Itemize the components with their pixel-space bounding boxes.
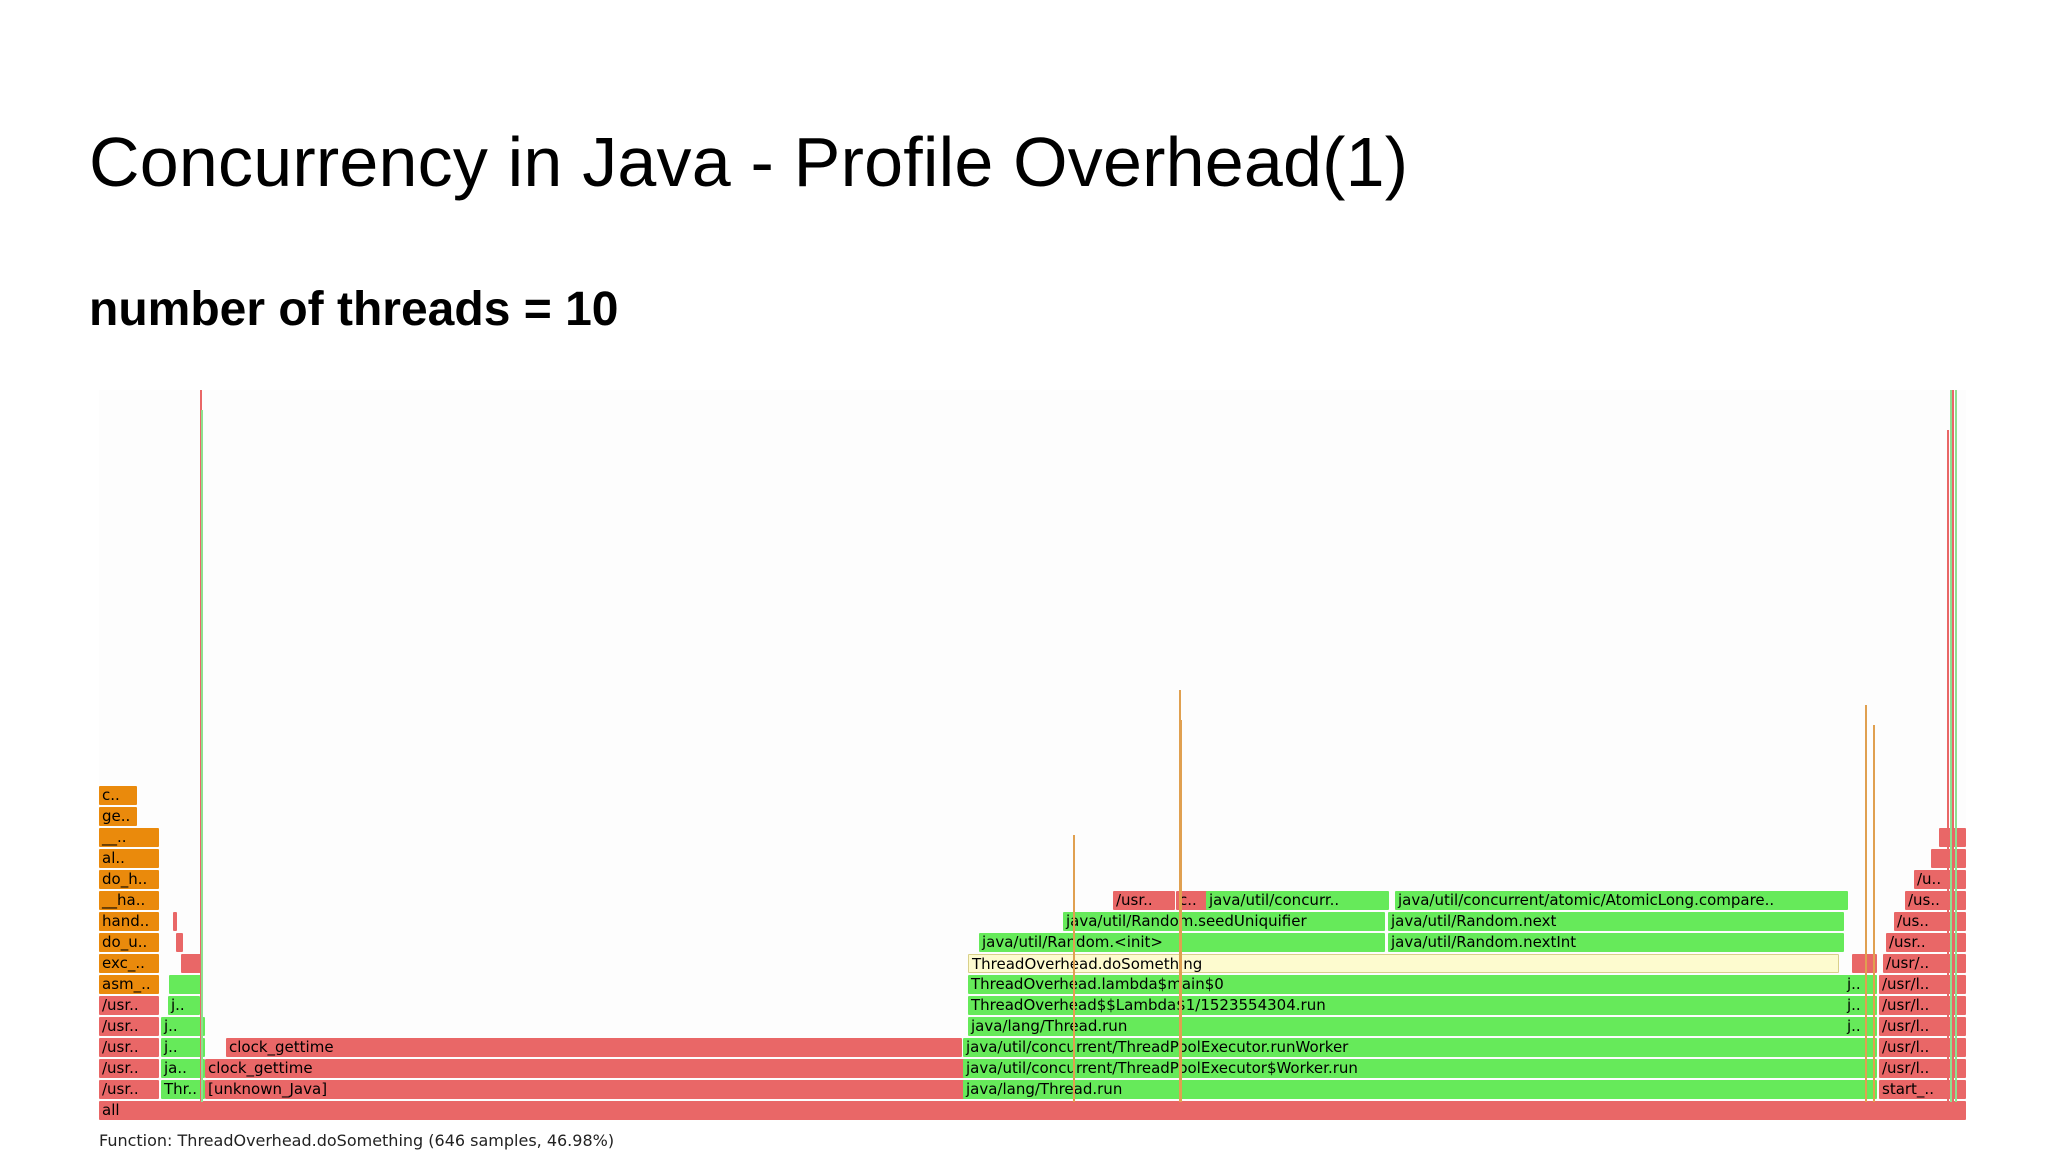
flame-frame[interactable]: ThreadOverhead.doSomething [968,954,1839,973]
flame-frame[interactable]: clock_gettime [226,1038,962,1057]
flame-frame[interactable]: asm_.. [99,975,159,994]
flame-frame[interactable]: al.. [99,849,159,868]
flame-frame[interactable]: ja.. [161,1059,205,1078]
flame-frame[interactable]: /usr/l.. [1879,1017,1966,1036]
flame-frame[interactable]: java/util/concurr.. [1206,891,1389,910]
flame-frame[interactable]: java/util/Random.nextInt [1388,933,1844,952]
flame-frame[interactable]: start_.. [1879,1080,1966,1099]
flame-frame[interactable]: [unknown_Java] [205,1080,1062,1099]
flame-graph[interactable]: all/usr.. /usr.. /usr.. /usr.. /usr.. asm_.. e… [99,390,1966,1120]
flame-frame[interactable] [169,975,201,994]
flame-frame[interactable]: java/util/Random.<init> [979,933,1385,952]
flame-frame[interactable]: j.. [1844,975,1877,994]
flame-frame[interactable]: java/util/Random.next [1388,912,1844,931]
flame-frame[interactable]: j.. [1844,996,1877,1015]
flame-frame[interactable]: j.. [161,1017,205,1036]
slide-title: Concurrency in Java - Profile Overhead(1… [89,123,1409,201]
flame-frame[interactable]: clock_gettime [205,1059,1062,1078]
flame-frame[interactable]: do_h.. [99,870,159,889]
flame-frame[interactable] [173,912,177,931]
flame-frame[interactable]: /usr.. [1886,933,1966,952]
flame-frame[interactable]: /u.. [1914,870,1966,889]
flame-frame[interactable]: hand.. [99,912,159,931]
flame-spike[interactable] [1865,705,1867,1102]
flame-frame[interactable]: /usr.. [99,996,159,1015]
flame-frame[interactable] [1852,954,1877,973]
flame-frame[interactable] [181,954,201,973]
flame-spike[interactable] [201,410,203,1102]
flame-frame[interactable]: j.. [168,996,200,1015]
flame-frame[interactable]: /usr.. [1113,891,1175,910]
flame-spike[interactable] [1950,390,1952,1102]
flame-frame[interactable]: java/util/Random.seedUniquifier [1063,912,1385,931]
flame-frame[interactable]: all [99,1101,1966,1120]
flame-frame[interactable]: /usr/l.. [1879,1059,1966,1078]
flame-spike[interactable] [1873,725,1875,1102]
flame-frame[interactable]: __ha.. [99,891,159,910]
flame-frame[interactable]: /usr/l.. [1879,996,1966,1015]
flame-frame[interactable]: Thr.. [161,1080,205,1099]
flame-graph-status: Function: ThreadOverhead.doSomething (64… [99,1131,615,1150]
flame-frame[interactable]: /usr.. [99,1080,159,1099]
flame-frame[interactable]: /usr.. [99,1059,159,1078]
flame-spike[interactable] [1947,430,1949,1102]
flame-frame[interactable]: /usr/l.. [1879,975,1966,994]
flame-spike[interactable] [1180,720,1182,1102]
flame-frame[interactable]: exc_.. [99,954,159,973]
flame-frame[interactable]: java/util/concurrent/ThreadPoolExecutor.… [963,1038,1877,1057]
flame-frame[interactable]: /usr/.. [1883,954,1966,973]
flame-frame[interactable]: java/util/concurrent/atomic/AtomicLong.c… [1395,891,1848,910]
flame-frame[interactable]: java/lang/Thread.run [963,1080,1877,1099]
flame-frame[interactable]: j.. [161,1038,205,1057]
flame-frame[interactable]: j.. [1844,1017,1877,1036]
flame-frame[interactable]: java/lang/Thread.run [968,1017,1877,1036]
flame-frame[interactable]: ge.. [99,807,137,826]
slide-subtitle: number of threads = 10 [89,283,619,336]
flame-frame[interactable]: ThreadOverhead.lambda$main$0 [968,975,1877,994]
flame-frame[interactable]: ThreadOverhead$$Lambda$1/1523554304.run [968,996,1877,1015]
flame-frame[interactable]: java/util/concurrent/ThreadPoolExecutor$… [963,1059,1877,1078]
flame-frame[interactable]: do_u.. [99,933,159,952]
flame-frame[interactable]: c.. [99,786,137,805]
flame-frame[interactable]: __.. [99,828,159,847]
flame-frame[interactable]: /usr.. [99,1017,159,1036]
flame-frame[interactable]: /usr.. [99,1038,159,1057]
flame-spike[interactable] [1073,835,1075,1102]
flame-spike[interactable] [1955,390,1957,1102]
flame-frame[interactable] [176,933,183,952]
flame-spike[interactable] [1952,390,1954,1102]
flame-frame[interactable]: /usr/l.. [1879,1038,1966,1057]
